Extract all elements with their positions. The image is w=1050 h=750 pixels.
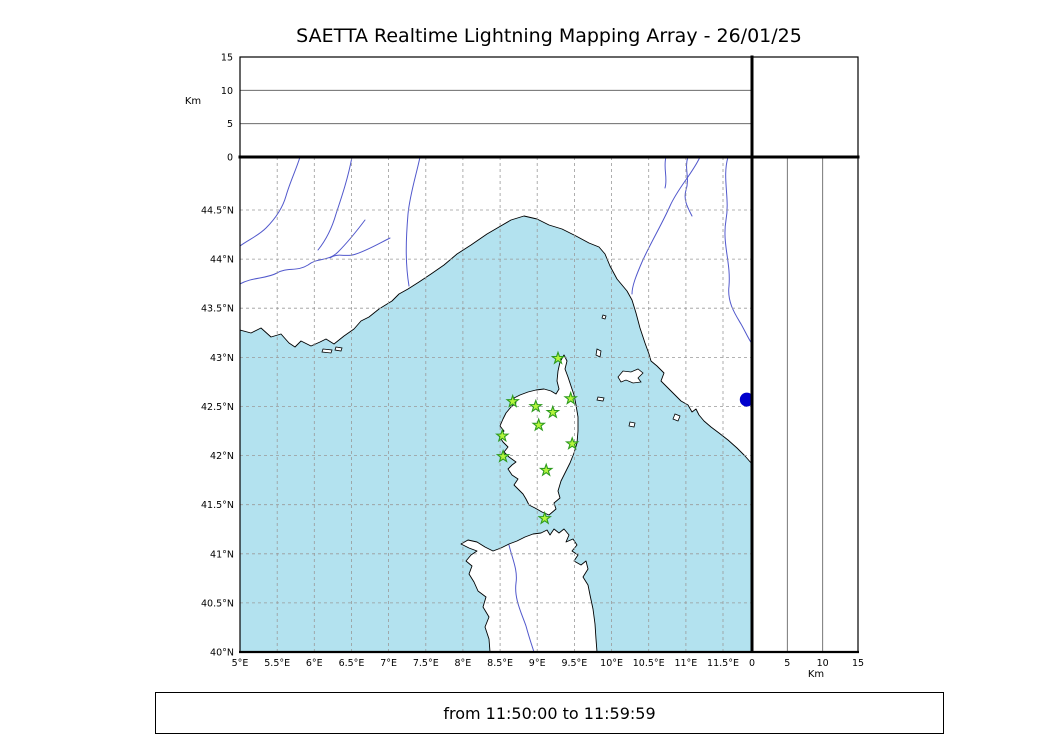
km-unit-label-top: Km — [185, 96, 201, 107]
river — [724, 157, 752, 345]
station-marker — [537, 510, 552, 525]
lon-tick-label: 9.5°E — [561, 658, 587, 669]
station-marker — [563, 390, 579, 405]
axis-tick-labels: 5°E 5.5°E 6°E 6.5°E 7°E 7.5°E 8°E 8.5°E 9°E 9.5°E… — [201, 53, 864, 670]
corsica-island — [498, 354, 579, 516]
lon-tick-label: 9°E — [529, 658, 546, 669]
gorgona-island — [601, 314, 607, 320]
lon-tick-label: 7.5°E — [413, 658, 439, 669]
figure-title: SAETTA Realtime Lightning Mapping Array … — [296, 25, 802, 47]
altitude-tick-label-left: 5 — [227, 119, 233, 130]
lon-tick-label: 5.5°E — [264, 658, 290, 669]
river — [317, 157, 353, 251]
river — [329, 237, 391, 259]
lon-tick-label: 10°E — [600, 658, 623, 669]
mainland-coastline — [240, 157, 752, 465]
hyeres-islet-2 — [334, 346, 343, 352]
giglio-island — [672, 413, 681, 422]
altitude-vs-longitude-panel — [240, 57, 752, 157]
altitude-tick-label-bottom: 0 — [749, 658, 755, 669]
lat-tick-label: 40.5°N — [201, 598, 234, 609]
small-islands — [321, 314, 681, 428]
lma-stations — [495, 350, 752, 525]
lat-tick-label: 41.5°N — [201, 500, 234, 511]
lon-tick-label: 10.5°E — [633, 658, 665, 669]
station-marker — [538, 462, 554, 477]
pianosa-island — [596, 396, 605, 402]
river — [508, 544, 535, 652]
lon-tick-label: 7°E — [380, 658, 397, 669]
km-unit-label-right: Km — [808, 669, 824, 680]
lat-tick-label: 44.5°N — [201, 206, 234, 217]
time-range-box: from 11:50:00 to 11:59:59 — [155, 692, 944, 734]
map-content — [240, 157, 752, 652]
elba-island — [617, 368, 644, 384]
capraia-island — [595, 348, 602, 358]
corner-panel — [752, 57, 858, 157]
lon-tick-label: 6°E — [306, 658, 323, 669]
lat-tick-label: 43°N — [210, 353, 234, 364]
rivers — [240, 157, 752, 652]
river — [405, 157, 421, 287]
lon-tick-label: 8.5°E — [487, 658, 513, 669]
station-marker — [531, 417, 546, 432]
river — [240, 157, 301, 247]
right-panel-gridlines — [786, 157, 824, 652]
river — [240, 219, 366, 285]
altitude-tick-label-bottom: 10 — [817, 658, 829, 669]
lon-tick-label: 8°E — [455, 658, 472, 669]
river — [664, 157, 667, 189]
lon-tick-label: 6.5°E — [339, 658, 365, 669]
station-marker — [550, 350, 566, 365]
station-marker — [545, 404, 561, 419]
sardinia-island — [460, 528, 598, 652]
lat-tick-label: 43.5°N — [201, 304, 234, 315]
altitude-tick-label-bottom: 5 — [784, 658, 790, 669]
time-range-label: from 11:50:00 to 11:59:59 — [443, 703, 656, 723]
station-marker — [564, 436, 580, 450]
top-panel-gridlines — [240, 89, 752, 125]
lat-tick-label: 40°N — [210, 648, 234, 659]
lon-tick-label: 11.5°E — [707, 658, 739, 669]
altitude-tick-label-bottom: 15 — [852, 658, 864, 669]
lat-tick-label: 42°N — [210, 451, 234, 462]
altitude-tick-label-left: 10 — [221, 86, 233, 97]
lat-tick-label: 42.5°N — [201, 402, 234, 413]
hyeres-islet-1 — [321, 348, 333, 354]
altitude-vs-latitude-panel — [752, 157, 858, 652]
station-marker — [495, 428, 510, 443]
river — [631, 157, 701, 295]
station-marker — [528, 398, 544, 413]
lat-tick-label: 41°N — [210, 549, 234, 560]
station-marker — [505, 393, 520, 408]
montecristo-island — [628, 421, 636, 428]
altitude-tick-label-left: 0 — [227, 153, 233, 164]
lat-tick-label: 44°N — [210, 255, 234, 266]
altitude-tick-label-left: 15 — [221, 53, 233, 64]
station-marker — [495, 448, 511, 463]
lon-tick-label: 5°E — [232, 658, 249, 669]
edge-marker-dot — [739, 392, 752, 407]
lon-tick-label: 11°E — [674, 658, 697, 669]
